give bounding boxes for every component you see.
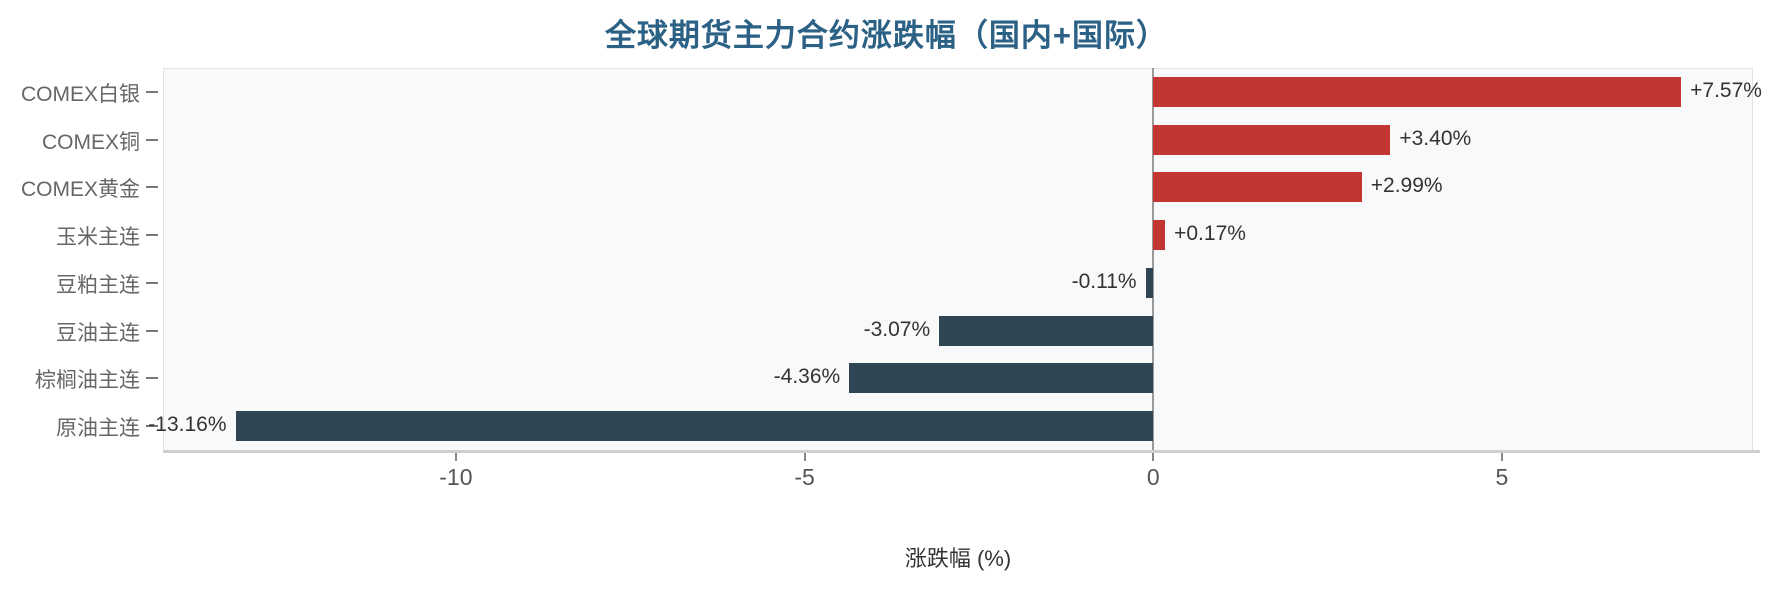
category-tick-mark bbox=[146, 186, 158, 189]
bar-豆粕主连[interactable] bbox=[1145, 267, 1154, 298]
bar-COMEX黄金[interactable] bbox=[1153, 172, 1362, 203]
x-tick-mark bbox=[803, 453, 806, 461]
category-tick-mark bbox=[146, 329, 158, 332]
chart-title: 全球期货主力合约涨跌幅（国内+国际） bbox=[604, 18, 1169, 53]
category-tick-mark bbox=[146, 377, 158, 380]
x-tick-mark bbox=[454, 453, 457, 461]
bar-玉米主连[interactable] bbox=[1153, 220, 1166, 251]
value-label: +0.17% bbox=[1174, 222, 1246, 246]
category-label: COMEX黄金 bbox=[20, 178, 140, 202]
bar-COMEX白银[interactable] bbox=[1153, 76, 1682, 107]
category-tick-mark bbox=[146, 138, 158, 141]
value-label: +2.99% bbox=[1370, 174, 1443, 198]
x-tick-label: 0 bbox=[1146, 464, 1160, 490]
bar-COMEX铜[interactable] bbox=[1153, 124, 1391, 155]
value-label: +7.57% bbox=[1690, 78, 1762, 102]
bar-棕榈油主连[interactable] bbox=[849, 363, 1154, 394]
x-tick-mark bbox=[1500, 453, 1503, 461]
category-tick-mark bbox=[146, 234, 158, 237]
category-tick-mark bbox=[146, 425, 158, 428]
x-tick-mark bbox=[1152, 453, 1155, 461]
x-axis-line bbox=[163, 450, 1760, 453]
value-label: -13.16% bbox=[148, 413, 227, 437]
category-label: 原油主连 bbox=[56, 417, 140, 441]
category-label: 玉米主连 bbox=[56, 226, 140, 250]
category-label: COMEX白银 bbox=[20, 82, 140, 106]
x-tick-label: -10 bbox=[439, 464, 473, 490]
value-label: -0.11% bbox=[1071, 269, 1137, 293]
category-label: 棕榈油主连 bbox=[35, 369, 140, 393]
x-axis-label: 涨跌幅 (%) bbox=[904, 546, 1012, 571]
category-label: 豆粕主连 bbox=[56, 273, 140, 297]
bar-豆油主连[interactable] bbox=[939, 315, 1154, 346]
value-label: +3.40% bbox=[1399, 126, 1472, 150]
x-tick-label: 5 bbox=[1495, 464, 1509, 490]
x-tick-label: -5 bbox=[794, 464, 815, 490]
category-label: COMEX铜 bbox=[41, 130, 140, 154]
zero-axis-line bbox=[1152, 68, 1155, 450]
category-tick-mark bbox=[146, 90, 158, 93]
value-label: -4.36% bbox=[773, 365, 841, 389]
category-label: 豆油主连 bbox=[56, 321, 140, 345]
value-label: -3.07% bbox=[863, 317, 931, 341]
category-tick-mark bbox=[146, 281, 158, 284]
bar-原油主连[interactable] bbox=[235, 411, 1154, 442]
